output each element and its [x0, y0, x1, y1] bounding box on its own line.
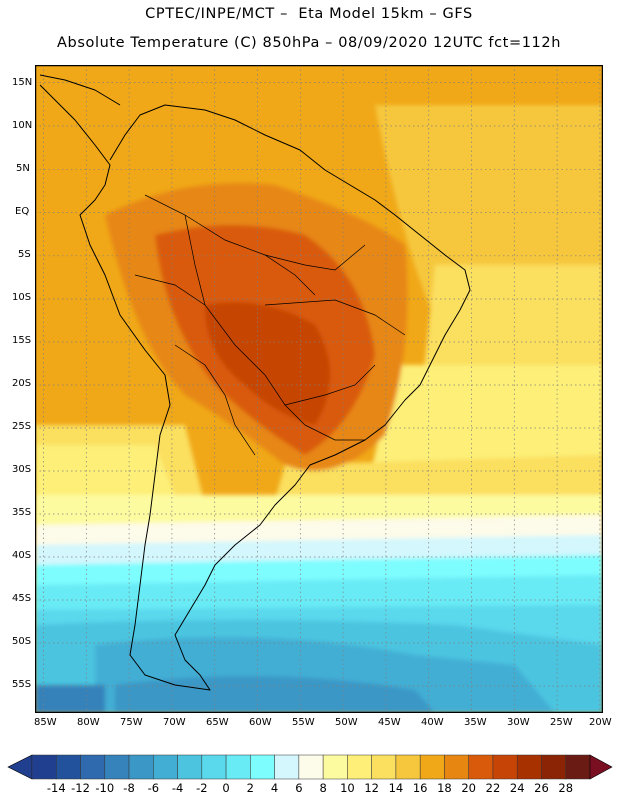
legend-swatch [468, 754, 494, 780]
lat-tick-label: 5N [16, 163, 30, 174]
chart-title-line1: CPTEC/INPE/MCT – Eta Model 15km – GFS [145, 6, 473, 22]
legend-label: -4 [171, 781, 184, 795]
temperature-map [35, 65, 603, 713]
legend-swatch [153, 754, 178, 780]
lon-tick-label: 85W [34, 717, 57, 728]
coastlines [39, 74, 471, 691]
lat-tick-label: 35S [12, 507, 32, 518]
map-frame [35, 65, 603, 713]
legend-label: 2 [246, 781, 255, 795]
legend-label: -8 [123, 781, 135, 795]
lon-tick-label: 80W [77, 717, 100, 728]
legend-swatch [347, 754, 372, 780]
chart-title-line2: Absolute Temperature (C) 850hPa – 08/09/… [57, 35, 561, 51]
lon-tick-label: 25W [550, 717, 573, 728]
legend-label: 20 [461, 781, 477, 795]
legend-label: 26 [534, 781, 549, 795]
legend-label: 28 [558, 781, 574, 795]
lat-tick-label: 20S [12, 378, 32, 389]
lat-tick-label: EQ [15, 206, 30, 217]
lon-tick-label: 35W [464, 717, 487, 728]
lon-tick-label: 70W [163, 717, 186, 728]
legend-label: 6 [295, 781, 303, 795]
lat-tick-label: 30S [12, 464, 32, 475]
legend-label: 18 [437, 781, 452, 795]
legend-label: 22 [485, 781, 501, 795]
legend-label: -10 [95, 781, 115, 795]
legend-swatch [395, 754, 421, 780]
legend-label: -12 [71, 781, 90, 795]
legend-swatch [225, 754, 251, 780]
lon-tick-label: 30W [507, 717, 530, 728]
legend-arrow-high [589, 754, 613, 780]
legend-swatch [250, 754, 275, 780]
legend-swatch [274, 754, 300, 780]
legend-label: 4 [270, 781, 279, 795]
lat-tick-label: 15N [12, 77, 33, 88]
lat-tick-label: 40S [12, 550, 32, 561]
legend-swatch [298, 754, 324, 780]
legend-swatch [201, 754, 227, 780]
lon-tick-label: 60W [249, 717, 272, 728]
lat-tick-label: 45S [12, 593, 32, 604]
legend-swatch [565, 754, 591, 780]
legend-label: -2 [196, 781, 208, 795]
legend-swatch [56, 754, 81, 780]
country-borders [134, 194, 406, 456]
legend-label: 0 [222, 781, 230, 795]
legend-label: 24 [509, 781, 525, 795]
lat-tick-label: 50S [12, 636, 32, 647]
legend-arrow-low [7, 754, 33, 780]
lat-tick-label: 25S [12, 421, 32, 432]
lat-tick-label: 10N [12, 120, 33, 131]
lat-tick-label: 10S [12, 292, 32, 303]
legend-swatch [80, 754, 106, 780]
lon-tick-label: 65W [206, 717, 229, 728]
legend-swatch [444, 754, 469, 780]
legend-swatch [322, 754, 348, 780]
lon-tick-label: 40W [421, 717, 444, 728]
legend-label: -14 [46, 781, 66, 795]
legend-label: 16 [412, 781, 428, 795]
legend-label: -6 [147, 781, 160, 795]
lon-tick-label: 20W [589, 717, 612, 728]
lat-tick-label: 15S [12, 335, 32, 346]
legend-swatch [104, 754, 130, 780]
legend-swatch [31, 754, 57, 780]
legend-swatch [371, 754, 397, 780]
legend-swatch [541, 754, 566, 780]
lat-tick-label: 5S [18, 249, 31, 260]
legend-label: 12 [364, 781, 379, 795]
legend-label: 8 [319, 781, 327, 795]
legend-swatch [492, 754, 518, 780]
lon-tick-label: 75W [120, 717, 143, 728]
legend-swatch [177, 754, 203, 780]
lat-tick-label: 55S [12, 679, 32, 690]
legend-swatch [419, 754, 445, 780]
legend-swatch [516, 754, 542, 780]
legend-swatch [128, 754, 154, 780]
lon-tick-label: 50W [335, 717, 358, 728]
lon-tick-label: 55W [292, 717, 315, 728]
legend-label: 10 [340, 781, 355, 795]
color-legend [7, 754, 613, 780]
lon-tick-label: 45W [378, 717, 401, 728]
legend-label: 14 [388, 781, 404, 795]
